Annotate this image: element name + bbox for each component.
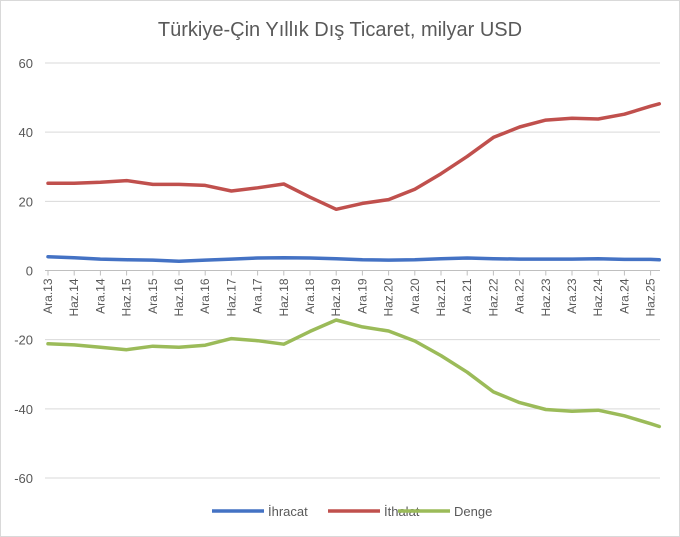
x-tick-label: Ara.22	[513, 278, 527, 314]
x-tick-label: Haz.24	[591, 278, 605, 316]
x-tick-label: Haz.23	[539, 278, 553, 316]
x-tick-label: Ara.23	[565, 278, 579, 314]
x-tick-label: Ara.20	[408, 278, 422, 314]
y-tick-label: -40	[14, 402, 33, 417]
y-axis-ticks: -60 -40 -20 0 20 40 60	[14, 56, 33, 486]
x-tick-label: Ara.13	[41, 278, 55, 314]
x-tick-label: Ara.18	[303, 278, 317, 314]
x-tick-label: Ara.24	[617, 278, 631, 314]
x-tick-label: Haz.25	[644, 278, 658, 316]
x-tick-label: Ara.19	[355, 278, 369, 314]
x-tick-label: Haz.19	[329, 278, 343, 316]
x-tick-label: Ara.17	[251, 278, 265, 314]
series-line-0	[46, 254, 662, 263]
y-tick-label: 40	[19, 125, 33, 140]
y-tick-label: 60	[19, 56, 33, 71]
legend-label: Denge	[454, 504, 492, 519]
gridlines	[45, 62, 660, 479]
x-tick-label: Haz.21	[434, 278, 448, 316]
legend-label: İhracat	[268, 504, 308, 519]
chart-title: Türkiye-Çin Yıllık Dış Ticaret, milyar U…	[158, 19, 522, 41]
x-tick-label: Haz.17	[224, 278, 238, 316]
x-tick-label: Ara.14	[93, 278, 107, 314]
series-lines	[46, 102, 662, 429]
y-tick-label: 20	[19, 194, 33, 209]
x-tick-label: Haz.18	[277, 278, 291, 316]
x-tick-label: Haz.16	[172, 278, 186, 316]
legend: İhracatİthalatDenge	[212, 504, 492, 519]
x-tick-label: Ara.15	[146, 278, 160, 314]
x-tick-label: Ara.21	[460, 278, 474, 314]
series-line-2	[46, 318, 662, 429]
x-tick-label: Haz.22	[486, 278, 500, 316]
y-tick-label: -20	[14, 333, 33, 348]
x-tick-label: Haz.14	[67, 278, 81, 316]
x-tick-label: Ara.16	[198, 278, 212, 314]
series-line-1	[46, 102, 662, 212]
x-tick-label: Haz.15	[120, 278, 134, 316]
y-tick-label: -60	[14, 471, 33, 486]
legend-item: İhracat	[212, 504, 308, 519]
x-axis: Ara.13 Haz.14 Ara.14 Haz.15 Ara.15 Haz.16 Ara.…	[41, 270, 660, 317]
legend-item: Denge	[398, 504, 492, 519]
x-tick-label: Haz.20	[382, 278, 396, 316]
y-tick-label: 0	[26, 264, 33, 279]
